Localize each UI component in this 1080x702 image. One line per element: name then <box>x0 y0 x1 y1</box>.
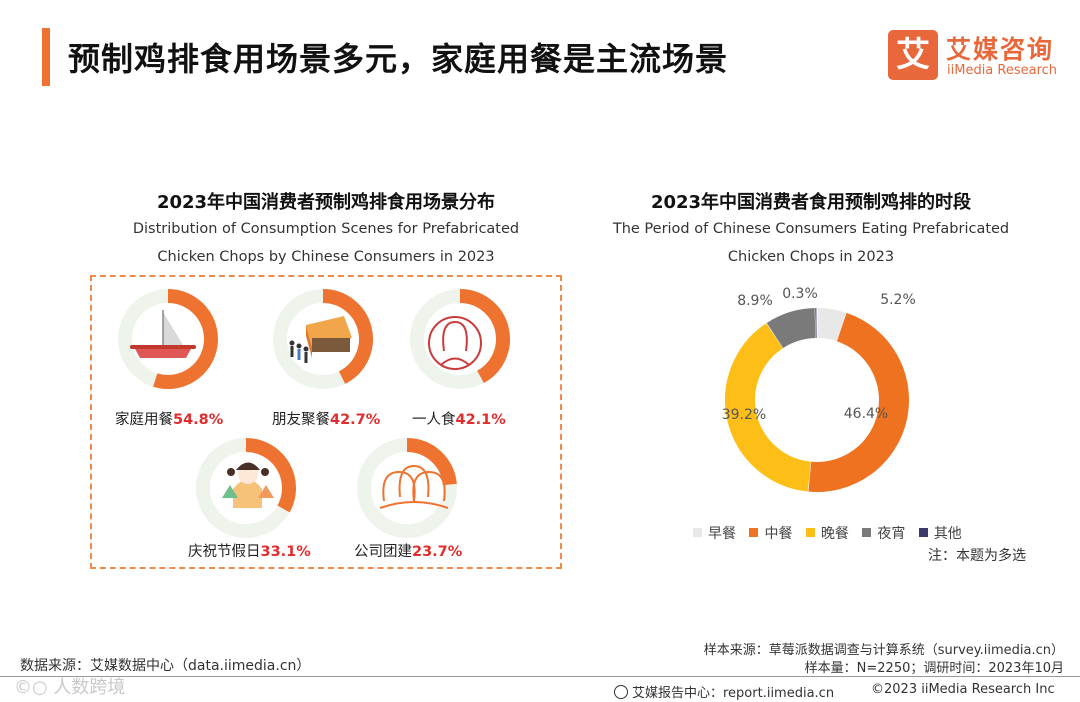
footer-divider <box>0 676 1080 677</box>
right-chart-subtitle-1: The Period of Chinese Consumers Eating P… <box>612 221 1010 237</box>
donut-label-2: 46.4% <box>844 406 888 422</box>
scene-label-home-dining: 家庭用餐54.8% <box>115 412 224 428</box>
scene-label-holiday-celebration: 庆祝节假日33.1% <box>188 544 311 560</box>
legend-item-lunch: 中餐 <box>749 523 792 543</box>
left-chart-subtitle-1: Distribution of Consumption Scenes for P… <box>132 221 520 237</box>
left-chart-title: 2023年中国消费者预制鸡排食用场景分布 <box>156 192 496 213</box>
watermark: ©○ 人数跨境 <box>14 677 126 698</box>
person-icon <box>428 316 482 370</box>
data-source: 数据来源：艾媒数据中心（data.iimedia.cn） <box>20 658 311 674</box>
celebration-icon <box>222 462 274 508</box>
scene-label-team-building: 公司团建23.7% <box>354 544 463 560</box>
right-chart-title: 2023年中国消费者食用预制鸡排的时段 <box>650 192 972 213</box>
donut-slice-1 <box>816 308 847 342</box>
left-chart-subtitle-2: Chicken Chops by Chinese Consumers in 20… <box>157 249 495 265</box>
donut-slice-3 <box>725 322 812 492</box>
scene-label-friends-gathering: 朋友聚餐42.7% <box>272 412 381 428</box>
ring-progress-3 <box>459 289 510 383</box>
legend-item-dinner: 晚餐 <box>805 523 849 543</box>
ring-progress-5 <box>406 438 457 486</box>
restaurant-queue-icon <box>289 316 352 363</box>
report-center-link[interactable]: 艾媒报告中心：report.iimedia.cn <box>632 686 835 701</box>
legend-swatch <box>693 528 702 537</box>
donut-slice-2 <box>807 312 909 492</box>
hotpot-icon <box>130 310 196 358</box>
legend-swatch <box>862 528 872 537</box>
legend-item-breakfast: 早餐 <box>693 523 736 543</box>
legend-item-late-snack: 夜宵 <box>862 523 905 543</box>
scene-label-solo-meal: 一人食42.1% <box>412 412 506 428</box>
logo-mark: 艾 <box>888 30 938 80</box>
scene-chart-frame <box>90 275 562 569</box>
donut-label-4: 8.9% <box>737 293 773 309</box>
ring-progress-1 <box>153 289 218 389</box>
report-center: 艾媒报告中心：report.iimedia.cn <box>614 682 834 701</box>
page-title: 预制鸡排食用场景多元，家庭用餐是主流场景 <box>68 40 729 78</box>
logo-en-text: iiMedia Research <box>947 63 1058 78</box>
multi-select-note: 注：本题为多选 <box>928 548 1026 564</box>
sample-size: 样本量：N=2250；调研时间：2023年10月 <box>804 661 1064 676</box>
legend-swatch <box>749 528 759 537</box>
legend-item-other: 其他 <box>918 523 962 543</box>
ring-progress-2 <box>322 289 373 384</box>
copyright: ©2023 iiMedia Research Inc <box>871 682 1055 697</box>
group-icon <box>379 464 449 509</box>
donut-slice-4 <box>766 308 817 349</box>
iimedia-logo: 艾 艾媒咨询 iiMedia Research <box>888 30 1058 82</box>
donut-legend: 早餐 中餐 晚餐 夜宵 其他 <box>693 523 971 543</box>
right-chart-subtitle-2: Chicken Chops in 2023 <box>727 249 895 265</box>
donut-label-3: 39.2% <box>722 407 766 423</box>
title-accent-bar <box>42 28 50 86</box>
legend-swatch <box>805 528 815 537</box>
donut-label-1: 5.2% <box>880 292 916 308</box>
logo-cn-text: 艾媒咨询 <box>946 35 1055 64</box>
globe-icon <box>614 685 628 699</box>
sample-source: 样本来源：草莓派数据调查与计算系统（survey.iimedia.cn） <box>703 643 1064 658</box>
legend-swatch <box>918 528 928 537</box>
donut-label-5: 0.3% <box>782 286 818 302</box>
ring-progress-4 <box>245 438 296 513</box>
